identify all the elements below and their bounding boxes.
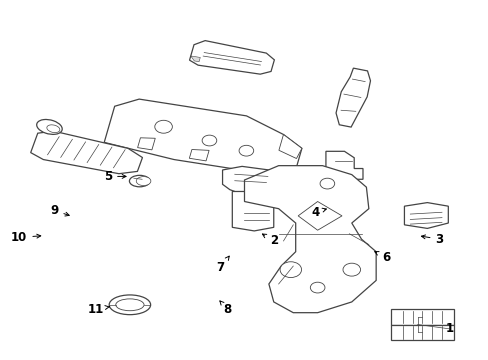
Polygon shape: [390, 324, 453, 340]
Ellipse shape: [136, 177, 151, 185]
Ellipse shape: [109, 295, 150, 315]
Text: 5: 5: [103, 170, 126, 183]
Polygon shape: [31, 131, 142, 174]
Polygon shape: [325, 151, 362, 200]
Polygon shape: [244, 166, 375, 313]
Text: 4: 4: [310, 206, 325, 219]
Circle shape: [155, 120, 172, 133]
Polygon shape: [137, 138, 155, 150]
Text: 9: 9: [50, 204, 69, 217]
Polygon shape: [390, 309, 453, 325]
Text: 2: 2: [262, 234, 277, 247]
Ellipse shape: [47, 125, 60, 132]
Polygon shape: [232, 192, 273, 231]
Text: 8: 8: [220, 301, 231, 316]
Polygon shape: [104, 99, 301, 174]
Text: 10: 10: [11, 231, 41, 244]
Polygon shape: [189, 41, 274, 74]
Circle shape: [280, 262, 301, 278]
Circle shape: [342, 263, 360, 276]
Text: 7: 7: [216, 256, 229, 274]
Text: 6: 6: [374, 251, 389, 264]
Text: 3: 3: [421, 233, 443, 246]
Text: 11: 11: [87, 303, 109, 316]
Polygon shape: [189, 149, 209, 161]
Circle shape: [239, 145, 253, 156]
Circle shape: [336, 174, 351, 185]
Circle shape: [202, 135, 216, 146]
Ellipse shape: [116, 299, 144, 311]
Polygon shape: [190, 56, 200, 62]
Ellipse shape: [129, 175, 150, 187]
Polygon shape: [278, 135, 301, 158]
Text: 1: 1: [444, 322, 452, 335]
Ellipse shape: [37, 120, 62, 134]
Polygon shape: [404, 203, 447, 228]
Circle shape: [320, 178, 334, 189]
Polygon shape: [222, 166, 278, 195]
Polygon shape: [335, 68, 370, 127]
Circle shape: [310, 282, 325, 293]
Polygon shape: [298, 202, 341, 230]
